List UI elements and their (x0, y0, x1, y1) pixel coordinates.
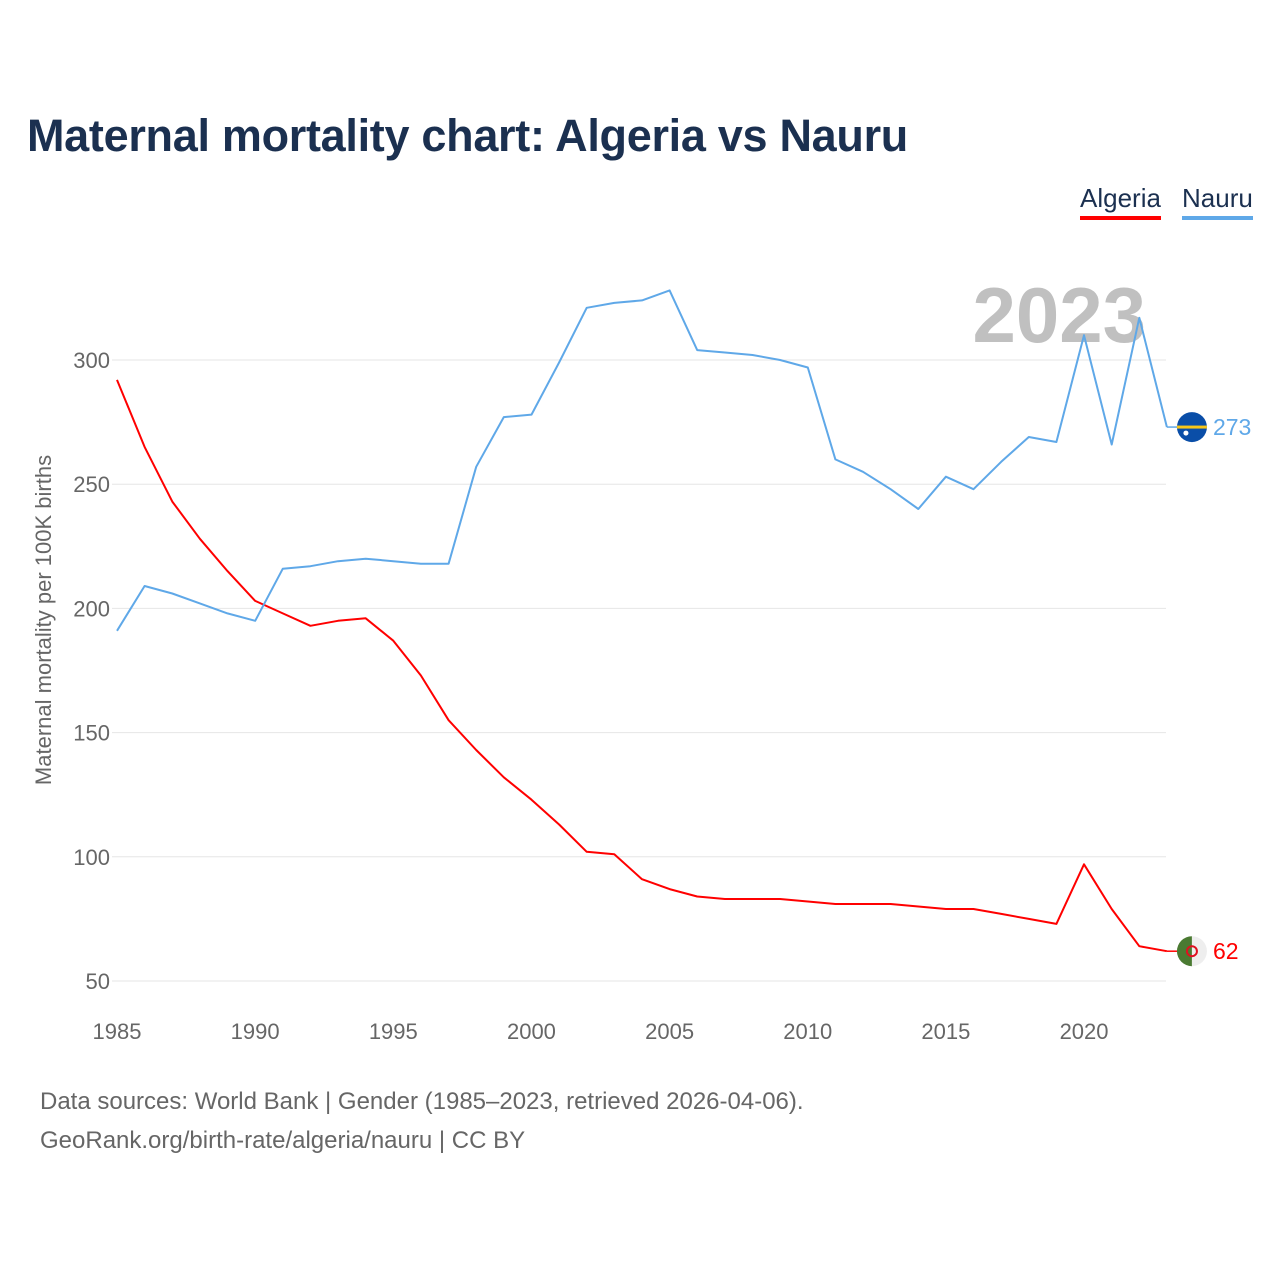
legend-nauru[interactable]: Nauru (1182, 183, 1253, 220)
x-tick-label: 2010 (783, 1019, 832, 1044)
flag-star (1183, 430, 1189, 436)
legend-algeria[interactable]: Algeria (1080, 183, 1161, 220)
y-tick-label: 150 (73, 721, 110, 746)
nauru-flag-icon (1176, 412, 1207, 443)
x-tick-label: 1990 (231, 1019, 280, 1044)
x-tick-label: 2005 (645, 1019, 694, 1044)
x-tick-label: 2000 (507, 1019, 556, 1044)
flag-crescent (1185, 945, 1198, 958)
series-line-algeria (116, 379, 1168, 953)
algeria-flag-icon (1176, 936, 1207, 967)
y-tick-label: 250 (73, 472, 110, 497)
y-tick-label: 200 (73, 596, 110, 621)
y-tick-label: 300 (73, 348, 110, 373)
x-tick-label: 1995 (369, 1019, 418, 1044)
flag-green (1176, 936, 1192, 967)
chart-title: Maternal mortality chart: Algeria vs Nau… (27, 110, 908, 161)
end-value-label: 62 (1213, 938, 1239, 964)
footer-credit: GeoRank.org/birth-rate/algeria/nauru | C… (40, 1127, 526, 1154)
x-tick-label: 2020 (1060, 1019, 1109, 1044)
y-axis-label: Maternal mortality per 100K births (31, 455, 56, 785)
series-line-nauru (116, 289, 1168, 632)
y-tick-label: 100 (73, 845, 110, 870)
flag-white (1191, 936, 1207, 967)
x-tick-label: 2015 (921, 1019, 970, 1044)
footer-source: Data sources: World Bank | Gender (1985–… (40, 1088, 804, 1115)
end-value-label: 273 (1213, 414, 1251, 440)
y-tick-label: 50 (86, 969, 110, 994)
flag-stripe (1176, 425, 1207, 429)
year-watermark: 2023 (972, 271, 1146, 359)
x-tick-label: 1985 (93, 1019, 142, 1044)
